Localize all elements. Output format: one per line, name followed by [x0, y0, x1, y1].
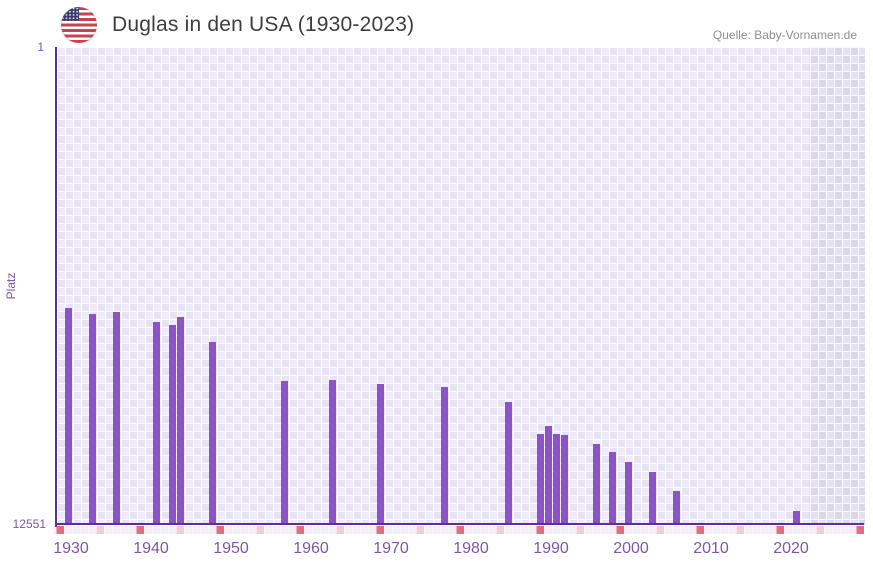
x-axis-strip: [53, 526, 864, 534]
x-tick-2010: 2010: [693, 540, 729, 557]
page-title: Duglas in den USA (1930-2023): [112, 13, 415, 36]
x-tick-1980: 1980: [453, 540, 489, 557]
bar-2003[interactable]: [649, 472, 656, 525]
x-tick-1940: 1940: [133, 540, 169, 557]
y-axis-line: [55, 47, 57, 527]
bar-1992[interactable]: [561, 435, 568, 525]
x-axis-line: [55, 523, 864, 525]
bar-1989[interactable]: [537, 434, 544, 525]
bar-1957[interactable]: [281, 380, 288, 525]
bar-1944[interactable]: [177, 317, 184, 525]
x-tick-2000: 2000: [613, 540, 649, 557]
x-tick-2020: 2020: [773, 540, 809, 557]
bar-1977[interactable]: [441, 387, 448, 525]
bar-1943[interactable]: [169, 325, 176, 525]
bar-1990[interactable]: [545, 426, 552, 525]
bar-1985[interactable]: [505, 402, 512, 525]
plot-area: [53, 47, 865, 534]
x-tick-1950: 1950: [213, 540, 249, 557]
bar-1933[interactable]: [89, 313, 96, 525]
x-tick-1990: 1990: [533, 540, 569, 557]
x-tick-1970: 1970: [373, 540, 409, 557]
bar-1991[interactable]: [553, 434, 560, 525]
bar-2000[interactable]: [625, 462, 632, 525]
us-flag-icon: [61, 7, 97, 43]
bar-1941[interactable]: [153, 322, 160, 525]
bar-1969[interactable]: [377, 384, 384, 525]
source-credit: Quelle: Baby-Vornamen.de: [712, 28, 857, 42]
bar-1996[interactable]: [593, 444, 600, 525]
bar-1948[interactable]: [209, 342, 216, 525]
no-data-band: [809, 47, 865, 525]
y-axis-top-label: 1: [37, 40, 44, 54]
bar-1963[interactable]: [329, 380, 336, 525]
bar-2006[interactable]: [673, 490, 680, 525]
y-axis-bottom-label: 12551: [12, 517, 46, 531]
x-tick-1960: 1960: [293, 540, 329, 557]
bar-1930[interactable]: [65, 308, 72, 525]
bar-1998[interactable]: [609, 452, 616, 525]
y-axis-title: Platz: [4, 272, 18, 300]
bar-2021[interactable]: [793, 511, 800, 525]
bar-1936[interactable]: [113, 311, 120, 525]
x-tick-1930: 1930: [53, 540, 89, 557]
